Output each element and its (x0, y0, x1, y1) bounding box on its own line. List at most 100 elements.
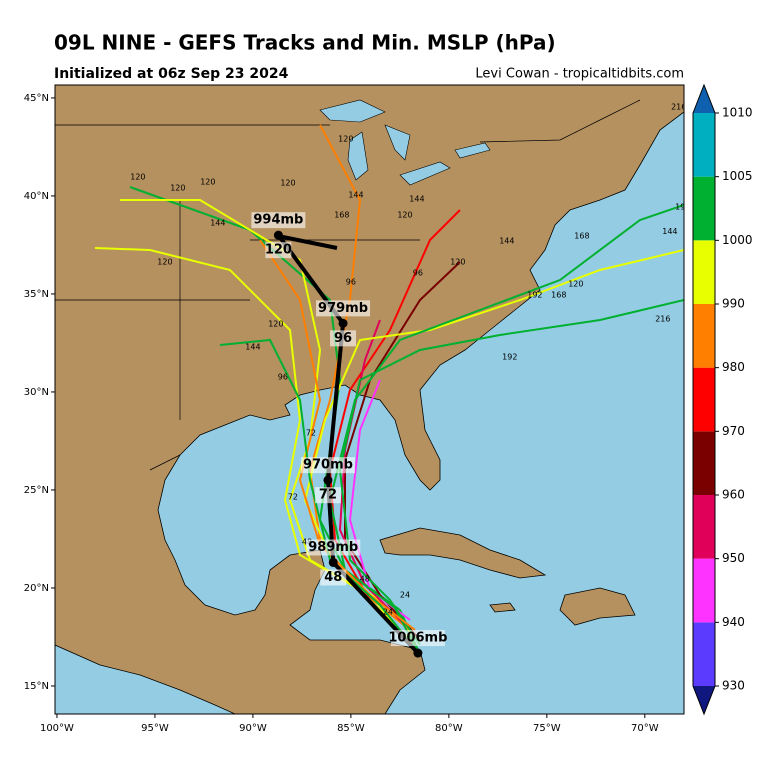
track-hour-label: 144 (499, 237, 514, 246)
label-box (320, 569, 347, 586)
track-hour-label: 144 (245, 342, 260, 351)
label-box (265, 242, 292, 259)
track-hour-label: 120 (280, 179, 295, 188)
colorbar-tick-label: 970 (722, 424, 745, 438)
track-hour-label: 120 (338, 134, 353, 143)
hour-label: 72 (319, 488, 337, 503)
track-hour-label: 120 (157, 257, 172, 266)
pressure-label: 989mb (308, 540, 358, 555)
track-hour-label: 24 (400, 591, 410, 600)
x-tick-label: 85°W (337, 723, 365, 734)
y-tick-label: 20°N (24, 583, 49, 594)
track-hour-label: 144 (348, 190, 363, 199)
colorbar-tick-label: 930 (722, 679, 745, 693)
subtitle: Initialized at 06z Sep 23 2024 (54, 66, 289, 82)
land (55, 85, 684, 714)
colorbar-segment (693, 431, 715, 495)
mean-track-point (328, 557, 338, 567)
cuba (379, 527, 547, 579)
track-hour-label: 120 (397, 210, 412, 219)
track-hour-label: 120 (268, 319, 283, 328)
colorbar-tick-label: 940 (722, 615, 745, 629)
hour-label: 120 (265, 243, 292, 258)
track-hour-label: 120 (130, 172, 145, 181)
jamaica (489, 602, 516, 613)
colorbar: 930 940 950 960 970 980 990 1000 1005 1010 (692, 83, 753, 716)
pressure-label: 979mb (318, 301, 368, 316)
track-hour-label: 144 (409, 194, 424, 203)
track-hour-label: 192 (675, 202, 690, 211)
map-frame (54, 84, 685, 715)
label-box (330, 330, 357, 347)
title: 09L NINE - GEFS Tracks and Min. MSLP (hP… (54, 31, 556, 55)
label-box (390, 630, 445, 647)
track-hour-label: 48 (360, 574, 370, 583)
track-hour-label: 72 (306, 428, 316, 437)
y-tick-label: 45°N (24, 93, 49, 104)
mean-track-point (413, 648, 423, 658)
colorbar-tick-label: 980 (722, 360, 745, 374)
pressure-label: 1006mb (388, 631, 447, 646)
track-hour-label: 168 (551, 290, 566, 299)
mean-track-point (323, 475, 333, 485)
track-hour-label: 216 (671, 102, 686, 111)
y-tick-label: 40°N (24, 191, 49, 202)
hispaniola (559, 587, 636, 626)
label-box (314, 487, 341, 504)
colorbar-tick-label: 990 (722, 297, 745, 311)
track-hour-label: 192 (527, 290, 542, 299)
x-tick-label: 100°W (40, 723, 74, 734)
colorbar-tick-label: 1010 (722, 106, 753, 120)
y-tick-label: 15°N (24, 681, 49, 692)
x-tick-label: 75°W (533, 723, 561, 734)
mean-track-point (273, 230, 283, 240)
label-box (300, 457, 355, 474)
credit: Levi Cowan - tropicaltidbits.com (475, 67, 684, 82)
track-hour-label: 120 (200, 178, 215, 187)
axes: 100°W 95°W 90°W 85°W 80°W 75°W 70°W 15°N 20°N 25°… (24, 93, 659, 734)
track-label-group: 120 120 120 144 120 120 120 144 168 144 120 144 168 1… (130, 102, 690, 616)
track-hour-label: 192 (502, 352, 517, 361)
track-hour-label: 144 (210, 218, 225, 227)
colorbar-segment (693, 113, 715, 177)
hour-label: 96 (334, 331, 352, 346)
track-hour-label: 144 (662, 227, 677, 236)
colorbar-segment (693, 176, 715, 241)
ensemble-tracks (94, 124, 684, 653)
label-box (306, 539, 361, 556)
track-hour-label: 24 (383, 607, 393, 616)
colorbar-over (693, 85, 715, 113)
colorbar-segment (693, 240, 715, 304)
track-hour-label: 96 (278, 372, 288, 381)
colorbar-segment (693, 304, 715, 368)
colorbar-tick-label: 950 (722, 551, 745, 565)
mean-track-group: 1006mb 989mb 48 970mb 72 979mb 96 994mb 120 (251, 212, 447, 658)
colorbar-tick-label: 1000 (722, 233, 753, 247)
x-tick-label: 80°W (435, 723, 463, 734)
track-hour-label: 168 (334, 210, 349, 219)
pressure-label: 994mb (253, 213, 303, 228)
x-tick-label: 70°W (631, 723, 659, 734)
mean-track-tail (277, 234, 338, 250)
x-tick-label: 95°W (141, 723, 169, 734)
hour-label: 48 (324, 570, 342, 585)
label-box (251, 212, 306, 229)
track-hour-label: 216 (655, 315, 670, 324)
track-hour-label: 96 (346, 277, 356, 286)
y-tick-label: 35°N (24, 289, 49, 300)
colorbar-segment (693, 558, 715, 623)
x-tick-label: 90°W (239, 723, 267, 734)
track-hour-label: 96 (413, 268, 423, 277)
track-hour-label: 120 (170, 183, 185, 192)
y-tick-label: 25°N (24, 485, 49, 496)
track-hour-label: 168 (574, 231, 589, 240)
pressure-label: 970mb (303, 458, 353, 473)
y-tick-label: 30°N (24, 387, 49, 398)
label-box (316, 300, 371, 317)
colorbar-segment (693, 367, 715, 432)
colorbar-segment (693, 622, 715, 686)
colorbar-tick-label: 1005 (722, 169, 753, 183)
colorbar-under (693, 686, 715, 714)
